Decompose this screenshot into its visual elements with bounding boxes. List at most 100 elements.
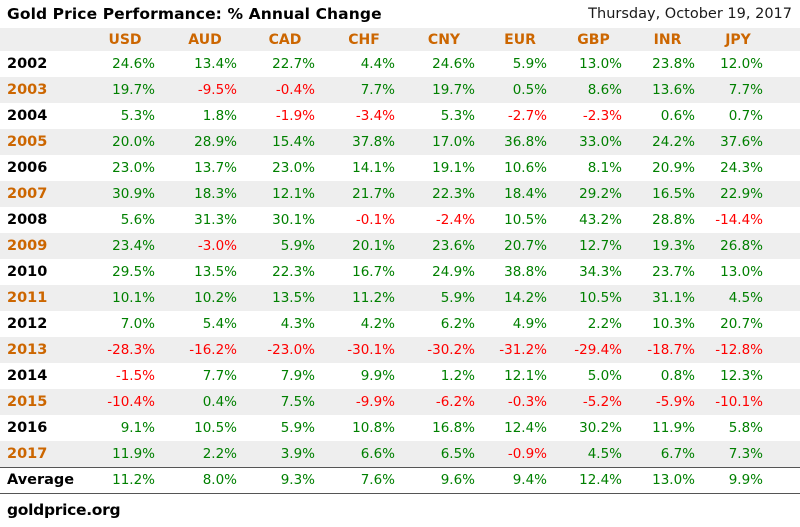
table-row: 2014 -1.5% 7.7% 7.9% 9.9% 1.2% 12.1% 5.0% 0.8% 12… xyxy=(0,363,800,389)
value-cell: 5.9% xyxy=(280,420,315,436)
value-cell: 37.6% xyxy=(720,134,763,150)
column-header-cad: CAD xyxy=(268,31,302,48)
value-cell: -0.4% xyxy=(275,82,315,98)
spacer-cell xyxy=(772,441,800,467)
value-cell: 34.3% xyxy=(579,264,622,280)
column-header-gbp: GBP xyxy=(577,31,610,48)
value-cell: 16.8% xyxy=(432,420,475,436)
value-cell: 1.2% xyxy=(440,368,475,384)
value-cell: 19.7% xyxy=(112,82,155,98)
value-cell: 23.7% xyxy=(652,264,695,280)
value-cell: -10.1% xyxy=(715,394,763,410)
value-cell: -0.9% xyxy=(507,445,547,462)
value-cell: 23.8% xyxy=(652,56,695,72)
value-cell: 10.1% xyxy=(112,290,155,306)
value-cell: 17.0% xyxy=(432,134,475,150)
year-cell: 2004 xyxy=(7,108,48,124)
value-cell: 31.3% xyxy=(194,212,237,228)
table-row: 2012 7.0% 5.4% 4.3% 4.2% 6.2% 4.9% 2.2% 10.3% 20.… xyxy=(0,311,800,337)
value-cell: 29.5% xyxy=(112,264,155,280)
spacer-cell xyxy=(772,466,800,494)
value-cell: 10.6% xyxy=(504,160,547,176)
value-cell: 14.1% xyxy=(352,160,395,176)
table-row: 2011 10.1% 10.2% 13.5% 11.2% 5.9% 14.2% 10.5% 31… xyxy=(0,285,800,311)
value-cell: 5.3% xyxy=(120,108,155,124)
spacer-cell xyxy=(772,337,800,363)
spacer-cell xyxy=(772,51,800,77)
value-cell: 0.7% xyxy=(728,108,763,124)
year-cell: 2012 xyxy=(7,316,48,332)
spacer-cell xyxy=(772,233,800,259)
value-cell: -1.9% xyxy=(275,108,315,124)
value-cell: -16.2% xyxy=(189,342,237,358)
year-cell: 2003 xyxy=(7,82,48,98)
table-row: 2002 24.6% 13.4% 22.7% 4.4% 24.6% 5.9% 13.0% 23.… xyxy=(0,51,800,77)
value-cell: 7.7% xyxy=(360,82,395,98)
year-cell: 2008 xyxy=(7,212,48,228)
value-cell: 24.9% xyxy=(432,264,475,280)
value-cell: 4.2% xyxy=(360,316,395,332)
value-cell: 9.4% xyxy=(484,466,556,494)
spacer-cell xyxy=(772,207,800,233)
value-cell: 6.5% xyxy=(440,445,475,462)
value-cell: -30.2% xyxy=(427,342,475,358)
table-row: 2009 23.4% -3.0% 5.9% 20.1% 23.6% 20.7% 12.7% 19… xyxy=(0,233,800,259)
value-cell: 5.9% xyxy=(512,56,547,72)
value-cell: 23.0% xyxy=(112,160,155,176)
value-cell: 13.0% xyxy=(579,56,622,72)
value-cell: 43.2% xyxy=(579,212,622,228)
value-cell: 30.9% xyxy=(112,186,155,202)
spacer-cell xyxy=(772,311,800,337)
value-cell: 23.6% xyxy=(432,238,475,254)
value-cell: -3.4% xyxy=(355,108,395,124)
value-cell: 24.6% xyxy=(112,56,155,72)
spacer-cell xyxy=(772,363,800,389)
value-cell: 7.5% xyxy=(280,394,315,410)
table-row: 2003 19.7% -9.5% -0.4% 7.7% 19.7% 0.5% 8.6% 13.6… xyxy=(0,77,800,103)
value-cell: 6.6% xyxy=(360,445,395,462)
value-cell: 7.7% xyxy=(202,368,237,384)
value-cell: -2.4% xyxy=(435,212,475,228)
value-cell: 6.2% xyxy=(440,316,475,332)
value-cell: -0.1% xyxy=(355,212,395,228)
value-cell: 19.7% xyxy=(432,82,475,98)
value-cell: 12.3% xyxy=(720,368,763,384)
year-cell: 2010 xyxy=(7,264,48,280)
value-cell: -5.9% xyxy=(655,394,695,410)
table-body: 2002 24.6% 13.4% 22.7% 4.4% 24.6% 5.9% 13.0% 23.… xyxy=(0,51,800,494)
value-cell: 10.5% xyxy=(194,420,237,436)
value-cell: 13.4% xyxy=(194,56,237,72)
value-cell: 20.7% xyxy=(720,316,763,332)
value-cell: 5.4% xyxy=(202,316,237,332)
spacer-column-header xyxy=(772,28,800,51)
value-cell: 1.8% xyxy=(202,108,237,124)
value-cell: 9.9% xyxy=(360,368,395,384)
value-cell: 7.9% xyxy=(280,368,315,384)
value-cell: -6.2% xyxy=(435,394,475,410)
year-cell: 2017 xyxy=(7,445,48,462)
value-cell: 0.8% xyxy=(660,368,695,384)
year-cell: 2005 xyxy=(7,134,48,150)
value-cell: 4.5% xyxy=(728,290,763,306)
value-cell: 13.6% xyxy=(652,82,695,98)
value-cell: 0.4% xyxy=(202,394,237,410)
value-cell: 22.7% xyxy=(272,56,315,72)
value-cell: 12.4% xyxy=(556,466,631,494)
value-cell: 37.8% xyxy=(352,134,395,150)
year-column-header xyxy=(0,28,86,51)
column-header-aud: AUD xyxy=(188,31,222,48)
value-cell: 33.0% xyxy=(579,134,622,150)
table-row: 2004 5.3% 1.8% -1.9% -3.4% 5.3% -2.7% -2.3% 0.6%… xyxy=(0,103,800,129)
year-cell: 2016 xyxy=(7,420,48,436)
average-label-cell: Average xyxy=(0,466,86,494)
table-row: 2007 30.9% 18.3% 12.1% 21.7% 22.3% 18.4% 29.2% 1… xyxy=(0,181,800,207)
value-cell: 11.9% xyxy=(652,420,695,436)
value-cell: 20.0% xyxy=(112,134,155,150)
value-cell: -28.3% xyxy=(107,342,155,358)
value-cell: 36.8% xyxy=(504,134,547,150)
value-cell: 19.1% xyxy=(432,160,475,176)
value-cell: 10.5% xyxy=(579,290,622,306)
column-header-row: USD AUD CAD CHF CNY EUR GBP INR JPY xyxy=(0,28,800,51)
spacer-cell xyxy=(772,259,800,285)
value-cell: 2.2% xyxy=(587,316,622,332)
